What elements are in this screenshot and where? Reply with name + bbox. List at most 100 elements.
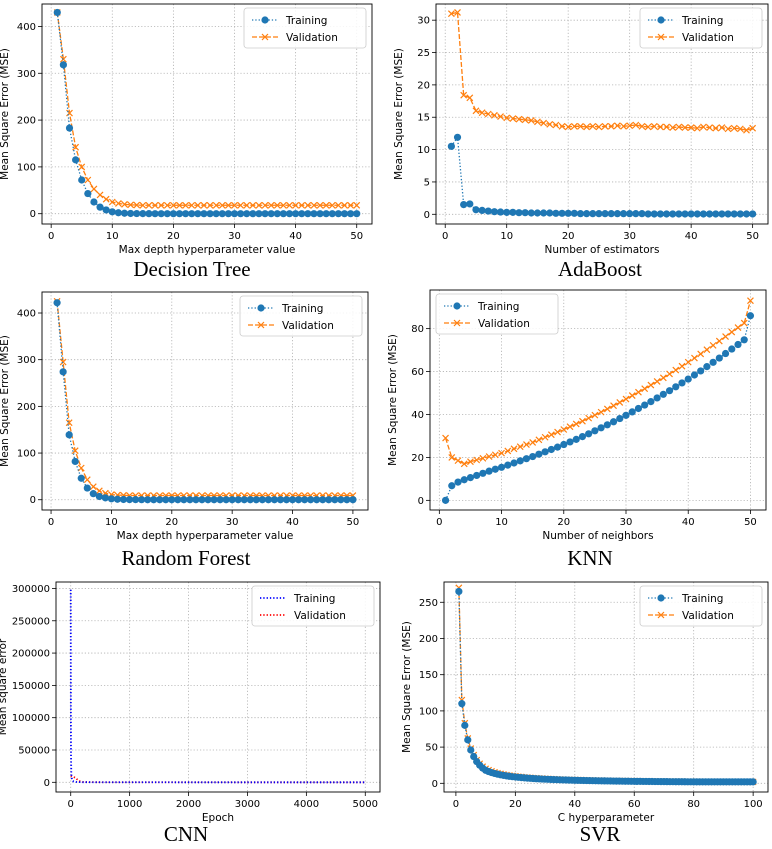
x-tick-label: 0 (68, 799, 74, 810)
data-point-validation (255, 201, 263, 209)
y-axis-label: Mean Square Error (MSE) (387, 334, 399, 466)
legend-label: Training (281, 303, 323, 315)
data-point-training (703, 363, 711, 371)
data-point-training (684, 375, 692, 383)
data-point-training (693, 210, 701, 218)
data-point-validation (583, 123, 591, 131)
data-point-validation (560, 426, 568, 433)
data-point-training (690, 371, 699, 379)
data-point-validation (749, 124, 757, 132)
data-point-validation (77, 464, 85, 472)
data-point-validation (647, 381, 655, 389)
data-point-training (120, 209, 129, 217)
y-axis-label: Mean Square Error (MSE) (393, 48, 405, 180)
data-point-validation (666, 370, 673, 378)
y-tick-label: 200000 (12, 649, 50, 660)
legend-marker (657, 33, 665, 41)
data-point-training (102, 206, 110, 214)
data-point-training (108, 208, 116, 216)
data-point-training (174, 496, 182, 504)
data-point-training (521, 209, 529, 217)
x-tick-label: 10 (105, 517, 118, 528)
legend-box (239, 295, 363, 337)
data-point-training (150, 496, 158, 504)
data-point-validation (736, 125, 744, 133)
data-point-training (78, 176, 86, 184)
data-point-training (267, 210, 275, 218)
data-point-training (114, 209, 122, 217)
data-point-training (619, 210, 628, 218)
y-tick-label: 150000 (12, 681, 50, 692)
data-point-training (641, 401, 649, 409)
data-point-training (638, 210, 646, 218)
data-point-training (204, 496, 212, 504)
data-point-validation (145, 201, 153, 209)
data-point-validation (460, 460, 468, 468)
series-training (455, 587, 757, 786)
data-point-training (212, 210, 220, 218)
data-point-validation (515, 115, 523, 123)
legend-label: Training (681, 593, 723, 605)
data-point-training (334, 210, 342, 218)
caption-decision-tree: Decision Tree (133, 257, 250, 281)
data-point-training (340, 210, 349, 218)
data-point-training (626, 210, 634, 218)
data-point-validation (509, 115, 517, 122)
data-point-training (455, 587, 463, 596)
data-point-training (258, 496, 266, 504)
data-point-validation (163, 201, 171, 209)
data-point-training (175, 210, 184, 218)
data-point-training (464, 736, 472, 744)
caption-adaboost: AdaBoost (558, 257, 642, 281)
data-point-validation (267, 201, 275, 209)
data-point-training (572, 435, 580, 443)
data-point-training (65, 431, 73, 439)
data-point-training (578, 432, 587, 441)
data-point-training (647, 398, 655, 406)
data-point-training (319, 496, 327, 504)
data-point-training (447, 142, 455, 150)
data-point-validation (454, 8, 461, 16)
x-tick-label: 100 (744, 799, 763, 810)
series-training (53, 8, 361, 218)
y-tick-label: 300 (17, 69, 36, 80)
data-point-training (552, 209, 560, 217)
data-point-validation (95, 487, 103, 495)
data-point-training (607, 210, 615, 218)
data-point-validation (607, 122, 615, 130)
legend-marker (257, 321, 265, 329)
data-point-training (669, 210, 677, 218)
data-point-training (53, 8, 61, 17)
data-point-training (162, 496, 170, 504)
data-point-training (84, 189, 92, 198)
data-point-validation (304, 201, 312, 209)
data-point-training (313, 496, 321, 504)
data-point-validation (638, 122, 646, 130)
x-tick-label: 30 (623, 231, 636, 242)
data-point-training (541, 448, 549, 456)
legend-label: Validation (294, 610, 346, 622)
data-point-training (168, 496, 176, 504)
series-training (53, 299, 357, 504)
data-point-validation (176, 201, 183, 209)
x-tick-label: 2000 (176, 799, 201, 810)
data-point-training (77, 474, 85, 482)
series-layer (441, 297, 755, 504)
data-point-training (699, 210, 708, 218)
x-tick-label: 20 (557, 517, 570, 528)
caption-svr: SVR (580, 822, 621, 846)
data-point-validation (706, 124, 714, 132)
data-point-training (709, 358, 717, 366)
legend-box (639, 7, 763, 49)
data-point-validation (546, 120, 554, 128)
x-tick-label: 40 (289, 231, 302, 242)
data-point-validation (535, 436, 543, 444)
data-point-training (453, 133, 462, 141)
data-point-training (288, 496, 297, 504)
y-axis-label: Mean Square Error (MSE) (0, 48, 11, 180)
data-point-validation (292, 201, 300, 209)
data-point-validation (298, 201, 306, 209)
data-point-validation (597, 408, 605, 416)
data-point-training (583, 210, 591, 218)
